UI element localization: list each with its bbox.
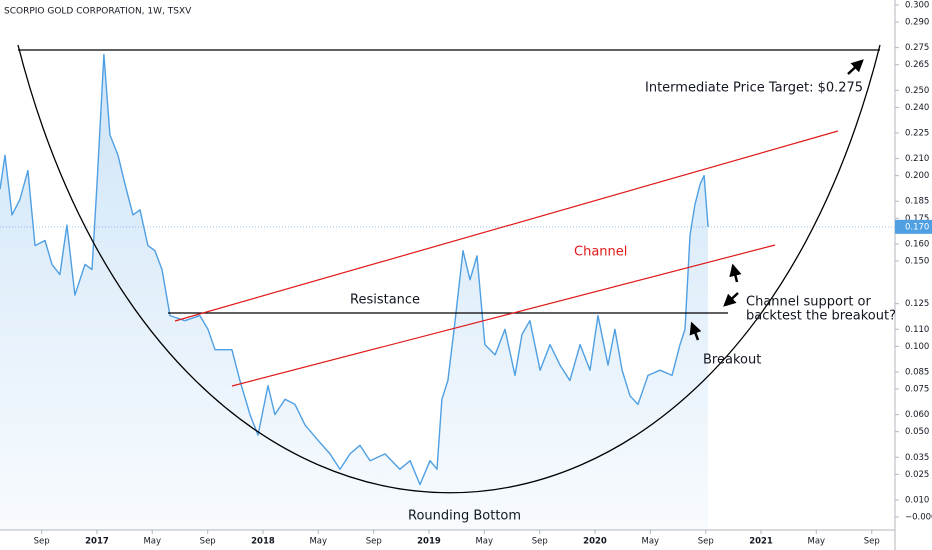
x-tick-label: Sep — [200, 537, 216, 547]
x-tick-label: May — [143, 537, 161, 547]
chart-title: SCORPIO GOLD CORPORATION, 1W, TSXV — [4, 7, 192, 17]
x-tick-label: 2020 — [583, 537, 607, 547]
y-tick-label: 0.125 — [905, 299, 929, 309]
y-tick-label: 0.050 — [905, 427, 929, 437]
annotation: Rounding Bottom — [408, 509, 521, 524]
x-tick-label: May — [642, 537, 660, 547]
y-tick-label: 0.110 — [905, 325, 929, 335]
arrow — [689, 321, 702, 341]
y-tick-label: 0.185 — [905, 197, 929, 207]
arrow — [847, 59, 864, 75]
x-tick-label: 2017 — [85, 537, 109, 547]
y-tick-label: 0.290 — [905, 18, 929, 28]
annotation: Intermediate Price Target: $0.275 — [645, 81, 863, 96]
x-tick-label: Sep — [698, 537, 714, 547]
plot-area — [0, 53, 895, 530]
annotation: backtest the breakout? — [746, 309, 896, 324]
y-tick-label: 0.100 — [905, 342, 929, 352]
y-tick-label: 0.200 — [905, 171, 929, 181]
annotation: Channel support or — [746, 295, 872, 310]
x-tick-label: May — [808, 537, 826, 547]
channel-lower — [231, 244, 776, 387]
y-tick-label: 0.250 — [905, 86, 929, 96]
annotation: Channel — [574, 245, 627, 260]
annotation: Resistance — [350, 293, 420, 308]
y-tick-label: 0.175 — [905, 214, 929, 224]
y-tick-label: 0.210 — [905, 154, 929, 164]
y-tick-label: 0.010 — [905, 495, 929, 505]
last-price-label: 0.170 — [905, 222, 929, 232]
y-tick-label: 0.035 — [905, 453, 929, 463]
y-tick-label: 0.025 — [905, 470, 929, 480]
y-tick-label: 0.075 — [905, 385, 929, 395]
x-tick-label: 2018 — [251, 537, 275, 547]
x-tick-label: 2021 — [749, 537, 773, 547]
last-price-box — [895, 219, 932, 234]
x-tick-label: Sep — [366, 537, 382, 547]
x-tick-label: May — [309, 537, 327, 547]
channel-upper — [174, 130, 839, 322]
y-tick-label: 0.150 — [905, 256, 929, 266]
x-tick-label: Sep — [34, 537, 50, 547]
price-line — [0, 53, 709, 486]
y-tick-label: 0.240 — [905, 103, 929, 113]
y-tick-label: 0.265 — [905, 60, 929, 70]
y-tick-label: 0.060 — [905, 410, 929, 420]
y-tick-label: −0.000 — [905, 513, 932, 523]
arrow — [723, 292, 739, 307]
y-tick-label: 0.225 — [905, 128, 929, 138]
rounding-bottom-curve — [17, 44, 881, 494]
arrow — [729, 263, 742, 283]
y-tick-label: 0.300 — [905, 0, 929, 10]
y-tick-label: 0.275 — [905, 43, 929, 53]
y-tick-label: 0.160 — [905, 239, 929, 249]
x-tick-label: May — [475, 537, 493, 547]
x-tick-label: Sep — [864, 537, 880, 547]
area-fill — [0, 54, 709, 530]
annotation: Breakout — [703, 353, 761, 368]
x-tick-label: 2019 — [417, 537, 441, 547]
y-tick-label: 0.085 — [905, 367, 929, 377]
x-tick-label: Sep — [532, 537, 548, 547]
drawings — [17, 44, 881, 494]
